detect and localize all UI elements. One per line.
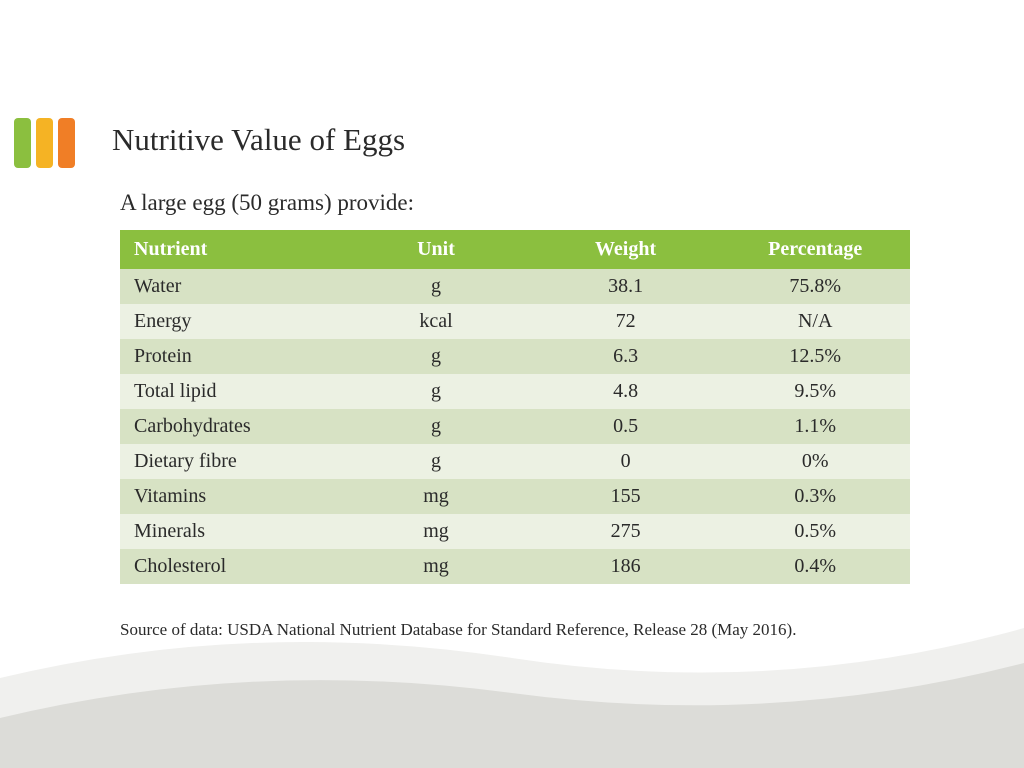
table-cell: g (341, 339, 531, 374)
table-cell: 155 (531, 479, 721, 514)
table-cell: 6.3 (531, 339, 721, 374)
table-cell: 0.5 (531, 409, 721, 444)
slide-title: Nutritive Value of Eggs (112, 122, 405, 158)
table-row: Cholesterolmg1860.4% (120, 549, 910, 584)
table-cell: Carbohydrates (120, 409, 341, 444)
column-header: Weight (531, 230, 721, 269)
table-cell: Protein (120, 339, 341, 374)
table-row: Energykcal72N/A (120, 304, 910, 339)
table-body: Waterg38.175.8%Energykcal72N/AProteing6.… (120, 269, 910, 584)
table-cell: g (341, 374, 531, 409)
table-cell: Minerals (120, 514, 341, 549)
background-swoosh (0, 588, 1024, 768)
table-row: Waterg38.175.8% (120, 269, 910, 304)
column-header: Nutrient (120, 230, 341, 269)
accent-bar-3 (58, 118, 75, 168)
table-cell: 0 (531, 444, 721, 479)
table-cell: N/A (720, 304, 910, 339)
table-cell: 0.4% (720, 549, 910, 584)
table-cell: 275 (531, 514, 721, 549)
table-cell: 75.8% (720, 269, 910, 304)
table-row: Dietary fibreg00% (120, 444, 910, 479)
table-cell: 38.1 (531, 269, 721, 304)
table-cell: Dietary fibre (120, 444, 341, 479)
table-header: NutrientUnitWeightPercentage (120, 230, 910, 269)
table-cell: Total lipid (120, 374, 341, 409)
table-cell: 0% (720, 444, 910, 479)
table-cell: g (341, 409, 531, 444)
table-cell: g (341, 269, 531, 304)
table-cell: 12.5% (720, 339, 910, 374)
source-citation: Source of data: USDA National Nutrient D… (120, 620, 796, 640)
accent-bar-2 (36, 118, 53, 168)
table-cell: 0.3% (720, 479, 910, 514)
table-cell: 9.5% (720, 374, 910, 409)
table-cell: kcal (341, 304, 531, 339)
table-row: Proteing6.312.5% (120, 339, 910, 374)
table-cell: 1.1% (720, 409, 910, 444)
table-cell: 0.5% (720, 514, 910, 549)
table-cell: mg (341, 514, 531, 549)
column-header: Unit (341, 230, 531, 269)
table-cell: Water (120, 269, 341, 304)
table-cell: Energy (120, 304, 341, 339)
table-cell: g (341, 444, 531, 479)
table-row: Vitaminsmg1550.3% (120, 479, 910, 514)
slide-subtitle: A large egg (50 grams) provide: (120, 190, 414, 216)
column-header: Percentage (720, 230, 910, 269)
table-row: Carbohydratesg0.51.1% (120, 409, 910, 444)
table-cell: Cholesterol (120, 549, 341, 584)
table-cell: 4.8 (531, 374, 721, 409)
table-cell: mg (341, 549, 531, 584)
table-cell: mg (341, 479, 531, 514)
table-row: Mineralsmg2750.5% (120, 514, 910, 549)
accent-bars (14, 118, 75, 168)
nutrient-table: NutrientUnitWeightPercentage Waterg38.17… (120, 230, 910, 584)
table-row: Total lipidg4.89.5% (120, 374, 910, 409)
table-cell: Vitamins (120, 479, 341, 514)
accent-bar-1 (14, 118, 31, 168)
table-cell: 186 (531, 549, 721, 584)
table-cell: 72 (531, 304, 721, 339)
